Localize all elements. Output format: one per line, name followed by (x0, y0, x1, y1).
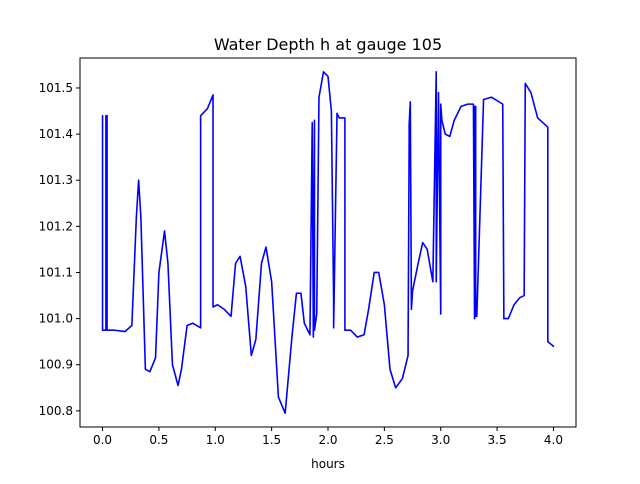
x-tick-label: 0.5 (149, 433, 168, 447)
x-axis-label: hours (311, 457, 345, 471)
y-tick-label: 101.2 (39, 219, 73, 233)
x-tick-label: 1.5 (262, 433, 281, 447)
y-tick-label: 100.9 (39, 358, 73, 372)
x-tick-label: 2.5 (375, 433, 394, 447)
y-tick-label: 101.5 (39, 81, 73, 95)
y-tick-label: 100.8 (39, 404, 73, 418)
y-tick-label: 101.4 (39, 127, 73, 141)
x-tick-label: 3.5 (488, 433, 507, 447)
x-tick-label: 2.0 (318, 433, 337, 447)
plot-area: 0.0 0.5 1.0 1.5 2.0 2.5 3.0 3.5 4.0 100.8 100.9 101… (39, 57, 577, 447)
y-tick-label: 101.1 (39, 265, 73, 279)
y-tick-label: 101.0 (39, 312, 73, 326)
chart-title: Water Depth h at gauge 105 (214, 35, 442, 54)
series-line-0 (101, 71, 555, 414)
x-tick-label: 0.0 (93, 433, 112, 447)
x-tick-label: 4.0 (544, 433, 563, 447)
x-tick-label: 3.0 (431, 433, 450, 447)
x-tick-label: 1.0 (206, 433, 225, 447)
y-tick-label: 101.3 (39, 173, 73, 187)
